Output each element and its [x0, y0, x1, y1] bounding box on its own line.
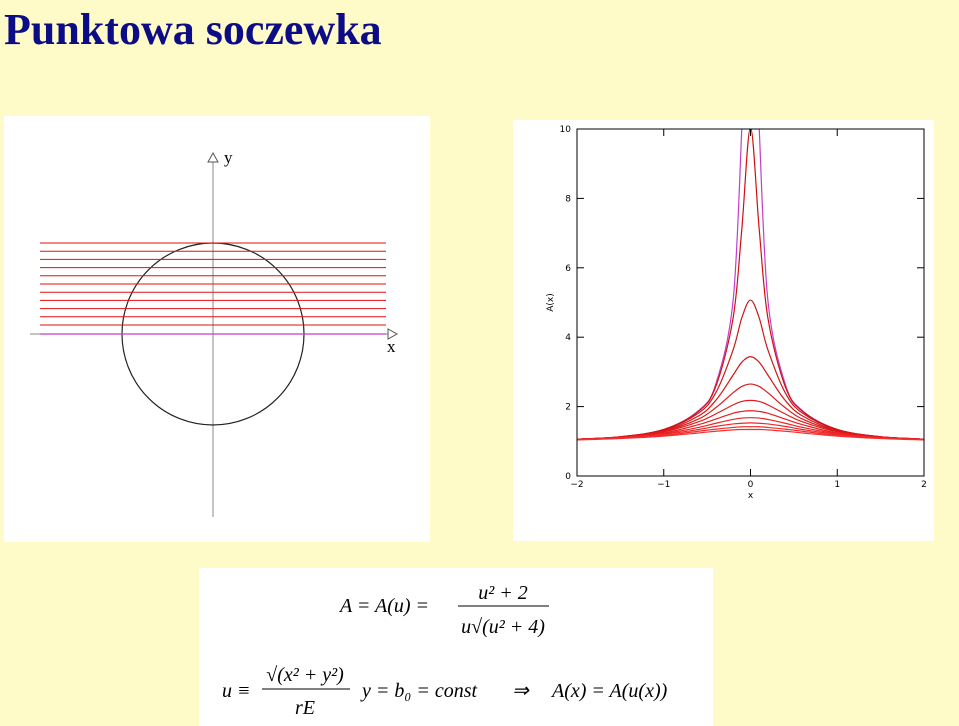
curves	[577, 129, 924, 441]
chart-panel	[513, 120, 934, 541]
formula-lhs: A = A(u) =	[338, 595, 429, 617]
plot-frame	[576, 128, 925, 477]
magnification-curve	[577, 422, 924, 441]
x-axis-arrow	[387, 328, 399, 340]
formula-denominator: u√(u² + 4)	[461, 616, 545, 638]
magnification-curve	[577, 417, 924, 441]
magnification-curve	[577, 129, 924, 440]
magnification-curve	[577, 410, 924, 441]
y-axis-title: A(x)	[546, 293, 556, 312]
y-tick-label: 2	[565, 403, 571, 413]
formula-denominator: rE	[295, 697, 315, 719]
x-axis-label: x	[387, 337, 396, 356]
formula-lhs: u ≡	[222, 680, 251, 702]
magnification-curve	[577, 428, 924, 441]
slide-title: Punktowa soczewka	[4, 5, 382, 54]
magnification-curve	[577, 399, 924, 440]
formula-numerator: √(x² + y²)	[266, 664, 344, 686]
formula-background	[199, 568, 713, 726]
y-tick-label: 4	[565, 333, 571, 343]
y-axis-label: y	[224, 148, 233, 167]
formula-condition: y = b₀ = const	[360, 680, 477, 702]
magnification-curve	[577, 383, 924, 440]
x-tick-label: 0	[748, 480, 754, 490]
x-tick-label: −1	[657, 480, 670, 490]
y-axis-arrow	[207, 151, 219, 163]
x-axis-title: x	[748, 491, 754, 501]
diagram-panel	[4, 116, 430, 542]
y-tick-label: 10	[560, 125, 572, 135]
magnification-curve	[577, 426, 924, 441]
formula-panel: A = A(u) = u² + 2 u√(u² + 4) u ≡ √(x² + …	[199, 568, 713, 726]
y-tick-label: 0	[565, 472, 571, 482]
formula-result: A(x) = A(u(x))	[550, 680, 668, 702]
x-tick-label: −2	[570, 480, 583, 490]
y-tick-label: 6	[565, 264, 571, 274]
chart: −2 −1 0 1 2 0 2 4 6 8 10 x A(x)	[546, 125, 927, 501]
lens-diagram: y x	[4, 116, 430, 542]
magnification-curve	[577, 299, 924, 440]
x-tick-label: 2	[921, 480, 927, 490]
magnification-curve	[577, 356, 924, 440]
implies-arrow: ⇒	[512, 680, 530, 702]
x-tick-label: 1	[834, 480, 840, 490]
formula-numerator: u² + 2	[478, 582, 528, 604]
y-tick-label: 8	[565, 194, 571, 204]
